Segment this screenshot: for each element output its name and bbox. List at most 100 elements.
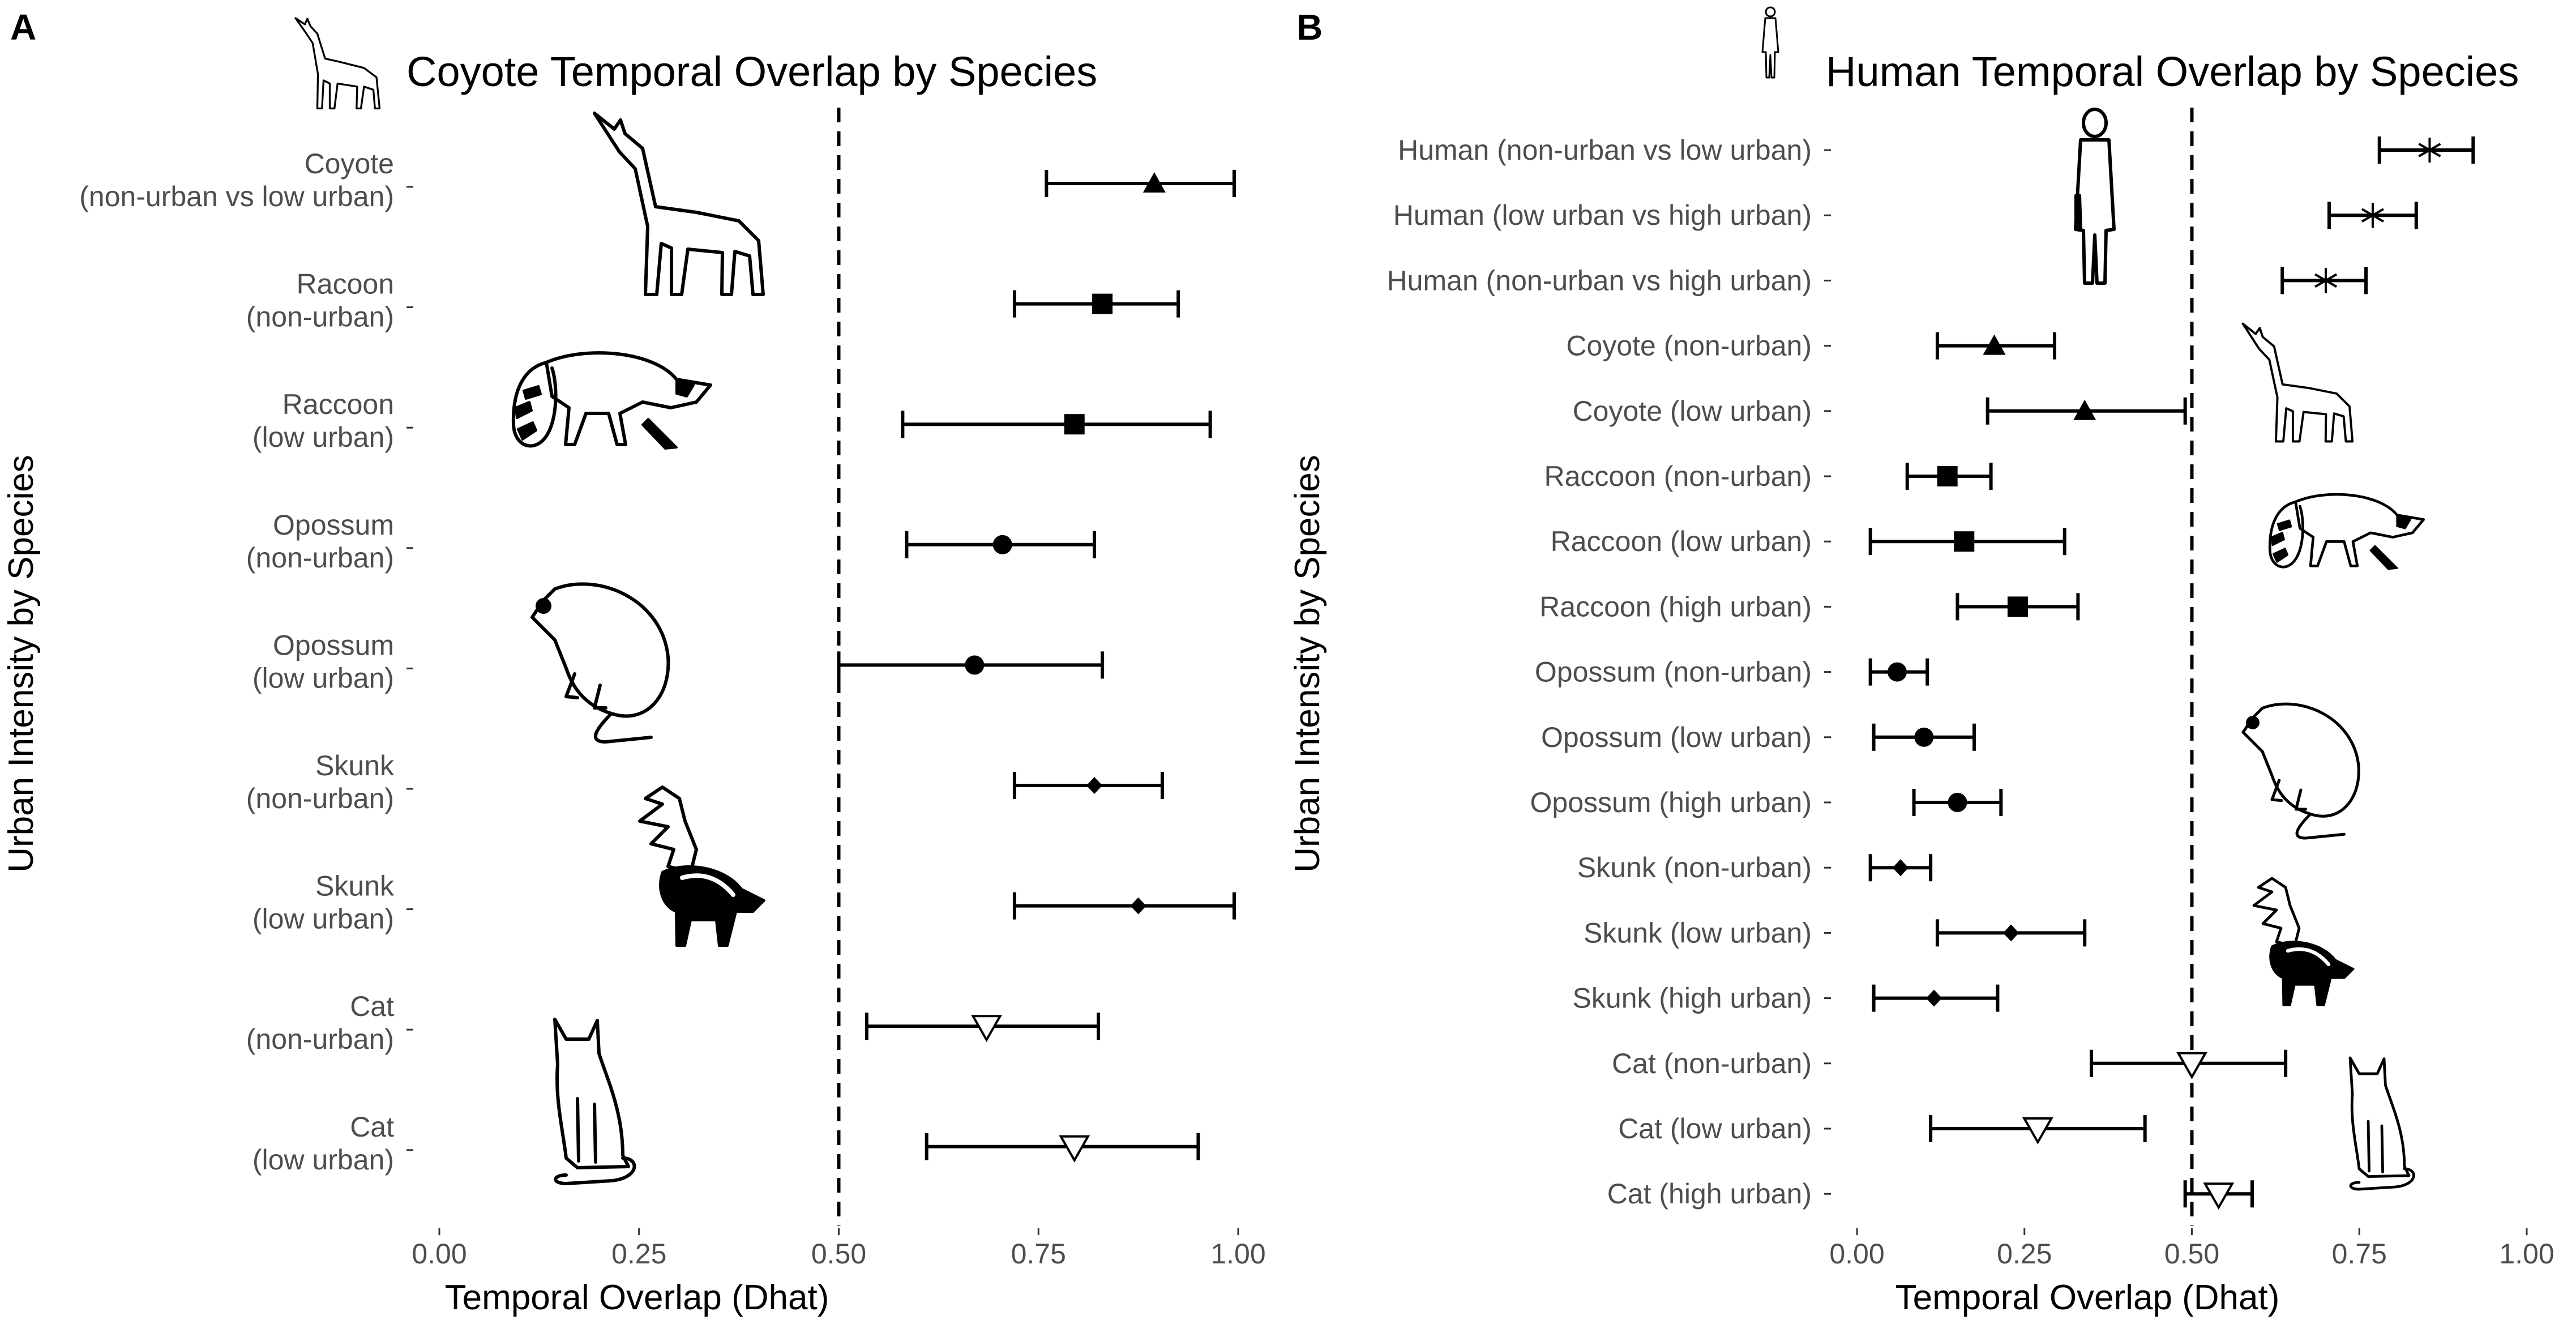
x-tick-label: 0.75 bbox=[1011, 1238, 1066, 1270]
point-marker bbox=[1092, 293, 1113, 314]
data-row: Opossum(low urban) bbox=[253, 629, 1105, 694]
data-row: Cat(low urban) bbox=[253, 1111, 1200, 1176]
point-marker bbox=[2022, 1117, 2053, 1145]
y-tick-label: Human (low urban vs high urban) bbox=[1393, 199, 1812, 231]
point-marker bbox=[2003, 924, 2019, 942]
data-row: Opossum (high urban) bbox=[1530, 787, 2003, 818]
y-tick-label: Human (non-urban vs low urban) bbox=[1398, 134, 1812, 166]
y-tick-label: Coyote bbox=[305, 148, 394, 180]
point-marker bbox=[965, 655, 985, 675]
panel-a-y-axis-title: Urban Intensity by Species bbox=[2, 455, 41, 873]
y-tick-label: Raccoon (non-urban) bbox=[1544, 460, 1812, 492]
y-tick-label: Skunk (non-urban) bbox=[1577, 852, 1812, 883]
x-tick-label: 1.00 bbox=[1210, 1238, 1265, 1270]
data-row: Racoon(non-urban) bbox=[246, 268, 1180, 333]
panel-a-letter: A bbox=[10, 7, 36, 48]
human-title-icon bbox=[1761, 6, 1779, 79]
point-marker bbox=[1926, 989, 1942, 1007]
coyote-title-icon bbox=[294, 17, 381, 110]
data-row: Opossum (low urban) bbox=[1541, 721, 1976, 753]
y-tick-label: (low urban) bbox=[253, 1144, 394, 1176]
point-marker bbox=[2073, 399, 2096, 420]
panel-b-letter: B bbox=[1296, 7, 1323, 48]
data-row: Human (non-urban vs high urban) bbox=[1387, 264, 2368, 296]
point-marker bbox=[2176, 1052, 2207, 1079]
panel-a-x-axis-title: Temporal Overlap (Dhat) bbox=[445, 1278, 829, 1317]
panel-a: A Coyote Temporal Overlap by Species Urb… bbox=[2, 7, 1266, 1317]
point-marker bbox=[1914, 727, 1934, 747]
point-marker bbox=[2361, 203, 2384, 228]
y-tick-label: Cat (high urban) bbox=[1607, 1178, 1812, 1210]
data-row: Raccoon (low urban) bbox=[1551, 526, 2066, 557]
point-marker bbox=[992, 535, 1012, 554]
point-marker bbox=[1064, 414, 1085, 435]
panel-b-x-axis-title: Temporal Overlap (Dhat) bbox=[1895, 1278, 2280, 1317]
point-marker bbox=[2314, 268, 2338, 293]
x-tick-label: 0.00 bbox=[1829, 1238, 1884, 1270]
raccoon-icon-b bbox=[2269, 493, 2425, 570]
y-tick-label: (non-urban vs low urban) bbox=[79, 181, 394, 212]
data-row: Opossum (non-urban) bbox=[1535, 656, 1929, 688]
data-row: Coyote (non-urban) bbox=[1566, 330, 2056, 362]
y-tick-label: (non-urban) bbox=[246, 1023, 394, 1055]
point-marker bbox=[2203, 1182, 2235, 1210]
panel-b-title: Human Temporal Overlap by Species bbox=[1826, 48, 2519, 95]
y-tick-label: Coyote (non-urban) bbox=[1566, 330, 1812, 362]
human-icon bbox=[2074, 108, 2116, 285]
point-marker bbox=[2418, 138, 2441, 163]
y-tick-label: Skunk (low urban) bbox=[1584, 917, 1812, 949]
data-row: Raccoon (non-urban) bbox=[1544, 460, 1993, 492]
x-tick-label: 0.00 bbox=[412, 1238, 467, 1270]
data-row: Skunk(non-urban) bbox=[246, 750, 1164, 814]
point-marker bbox=[1937, 466, 1958, 486]
x-tick-label: 0.25 bbox=[1997, 1238, 2052, 1270]
cat-icon bbox=[553, 1018, 636, 1185]
point-marker bbox=[1892, 859, 1909, 877]
panel-b-y-axis-title: Urban Intensity by Species bbox=[1288, 455, 1327, 873]
y-tick-label: Cat (non-urban) bbox=[1612, 1048, 1812, 1079]
point-marker bbox=[1086, 777, 1103, 794]
y-tick-label: Opossum (high urban) bbox=[1530, 787, 1812, 818]
data-row: Coyote(non-urban vs low urban) bbox=[79, 148, 1236, 212]
coyote-icon-b bbox=[2241, 322, 2354, 443]
point-marker bbox=[1130, 897, 1146, 915]
point-marker bbox=[1954, 531, 1975, 552]
y-tick-label: Raccoon (low urban) bbox=[1551, 526, 1812, 557]
point-marker bbox=[1948, 793, 1967, 812]
y-tick-label: Opossum (non-urban) bbox=[1535, 656, 1812, 688]
data-row: Raccoon (high urban) bbox=[1539, 591, 2080, 622]
y-tick-label: (non-urban) bbox=[246, 542, 394, 574]
raccoon-icon bbox=[511, 351, 712, 450]
point-marker bbox=[1887, 662, 1907, 682]
y-tick-label: Skunk (high urban) bbox=[1573, 983, 1812, 1014]
y-tick-label: Opossum bbox=[273, 509, 394, 541]
x-tick-label: 0.50 bbox=[811, 1238, 866, 1270]
point-marker bbox=[2007, 596, 2028, 617]
y-tick-label: Coyote (low urban) bbox=[1573, 395, 1812, 427]
data-row: Raccoon(low urban) bbox=[253, 388, 1212, 453]
y-tick-label: Opossum bbox=[273, 629, 394, 661]
cat-icon-b bbox=[2348, 1056, 2415, 1191]
y-tick-label: Racoon bbox=[297, 268, 394, 300]
panel-a-plot: 0.00 0.25 0.50 0.75 1.00 Coyote(non-urban vs … bbox=[79, 108, 1266, 1270]
point-marker bbox=[1983, 334, 2006, 355]
opossum-icon-b bbox=[2241, 702, 2360, 840]
data-row: Cat(non-urban) bbox=[246, 990, 1101, 1055]
point-marker bbox=[971, 1015, 1002, 1043]
skunk-icon-b bbox=[2252, 877, 2355, 1006]
y-tick-label: (non-urban) bbox=[246, 783, 394, 814]
point-marker bbox=[1142, 172, 1166, 193]
data-row: Human (low urban vs high urban) bbox=[1393, 199, 2418, 231]
data-row: Skunk (high urban) bbox=[1573, 983, 2000, 1014]
data-row: Skunk(low urban) bbox=[253, 870, 1236, 935]
y-tick-label: (non-urban) bbox=[246, 301, 394, 333]
y-tick-label: (low urban) bbox=[253, 421, 394, 453]
panel-b-plot: 0.00 0.25 0.50 0.75 1.00 Human (non-urban vs … bbox=[1387, 108, 2554, 1270]
skunk-icon bbox=[638, 785, 765, 947]
x-tick-label: 0.50 bbox=[2164, 1238, 2219, 1270]
coyote-icon bbox=[593, 112, 765, 296]
point-marker bbox=[1059, 1135, 1090, 1163]
y-tick-label: Raccoon (high urban) bbox=[1539, 591, 1812, 622]
data-row: Opossum(non-urban) bbox=[246, 509, 1097, 574]
